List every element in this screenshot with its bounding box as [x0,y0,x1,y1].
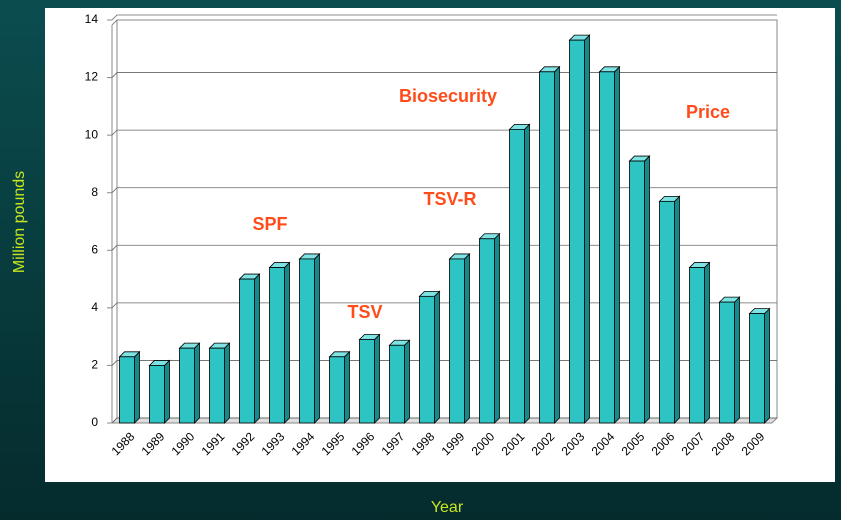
y-tick-label: 12 [85,70,99,84]
y-tick-label: 8 [91,185,98,199]
bar [419,295,435,424]
bar [239,278,255,424]
bar [449,258,465,424]
bar [119,356,135,424]
bar [659,200,675,424]
bar-side [554,65,560,424]
annotation: TSV [347,302,382,322]
bar [539,71,555,424]
bar-side [494,232,500,424]
bar [749,313,765,424]
y-tick-label: 6 [91,242,98,256]
bar-side [164,359,170,424]
grid-line [111,14,777,21]
bar [389,344,405,424]
bar [209,347,225,424]
y-tick-label: 14 [85,12,99,26]
bar [509,128,525,424]
x-axis-title: Year [431,499,464,516]
bar-side [284,261,290,424]
bar [599,71,615,424]
bar-side [524,123,530,424]
annotation: TSV-R [423,189,476,209]
bar [629,160,645,424]
bar-side [584,34,590,424]
bar-side [254,273,260,424]
y-tick-label: 4 [91,300,98,314]
bar-side [134,350,140,424]
bar-side [734,296,740,424]
bar [269,267,285,424]
bar [179,347,195,424]
bar [299,258,315,424]
bar-side [464,252,470,424]
bar [329,356,345,424]
bar [689,267,705,424]
bar-side [644,155,650,424]
bar [569,39,585,424]
annotation: SPF [252,214,287,234]
bar-side [704,261,710,424]
y-tick-label: 0 [91,415,98,429]
annotation: Price [686,102,730,122]
annotation: Biosecurity [399,86,497,106]
bar-side [764,307,770,424]
bar-side [314,252,320,424]
bar-side [374,333,380,424]
bar [359,339,375,424]
bar-side [404,339,410,424]
y-axis-side [111,19,118,26]
bar [479,238,495,424]
y-tick-label: 10 [85,127,99,141]
bar-side [674,195,680,424]
bar-side [224,342,230,424]
bar [149,365,165,424]
y-tick-label: 2 [91,358,98,372]
bar-side [344,350,350,424]
bar-side [434,290,440,424]
bar [719,301,735,424]
bar-side [614,65,620,424]
bar-side [194,342,200,424]
y-axis-title: Million pounds [11,171,28,273]
